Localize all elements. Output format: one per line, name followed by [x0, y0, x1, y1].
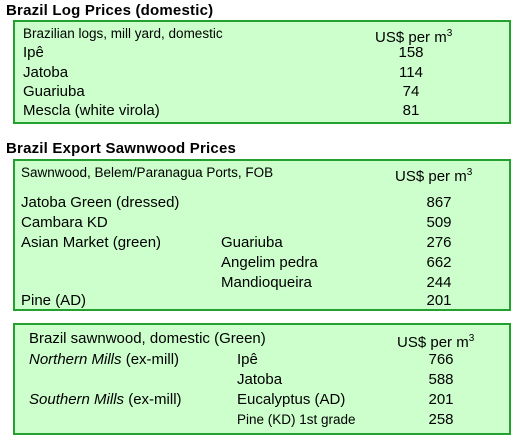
- table-row: Guariuba 74: [23, 82, 503, 102]
- row-label: Southern Mills (ex-mill): [29, 390, 182, 410]
- domestic-sawnwood-table: Brazil sawnwood, domestic (Green) US$ pe…: [13, 323, 511, 435]
- export-sawnwood-title: Brazil Export Sawnwood Prices: [6, 140, 237, 157]
- row-value: 509: [426, 214, 452, 231]
- table-row: Cambara KD 509: [21, 213, 501, 233]
- table-row: Southern Mills (ex-mill) Eucalyptus (AD)…: [29, 390, 499, 410]
- row-label: Jatoba: [23, 64, 69, 81]
- row-species: Mandioqueira: [221, 274, 312, 291]
- row-value: 662: [426, 254, 452, 271]
- table-row: Jatoba Green (dressed) 867: [21, 193, 501, 213]
- row-value: 201: [426, 292, 452, 309]
- unit-text: US$ per m: [375, 29, 447, 46]
- domestic-sawnwood-header: Brazil sawnwood, domestic (Green): [29, 330, 266, 347]
- mill-type: (ex-mill): [121, 351, 180, 368]
- row-value: 244: [426, 274, 452, 291]
- domestic-sawnwood-header-row: Brazil sawnwood, domestic (Green) US$ pe…: [29, 329, 499, 351]
- row-value: 766: [428, 351, 454, 368]
- row-label: Northern Mills (ex-mill): [29, 350, 179, 370]
- row-label: Guariuba: [23, 83, 85, 100]
- row-value: 258: [428, 411, 454, 428]
- row-label: Asian Market (green): [21, 234, 162, 251]
- mill-region: Southern Mills: [29, 391, 125, 408]
- row-value: 114: [399, 64, 423, 81]
- log-prices-title: Brazil Log Prices (domestic): [6, 2, 214, 19]
- row-species: Guariuba: [221, 234, 283, 251]
- row-species: Eucalyptus (AD): [237, 391, 346, 408]
- table-row: Ipê 158: [23, 43, 503, 63]
- unit-text: US$ per m: [395, 168, 467, 185]
- table-row: Northern Mills (ex-mill) Ipê 766: [29, 350, 499, 370]
- log-prices-header: Brazilian logs, mill yard, domestic: [23, 26, 223, 41]
- row-label: Mescla (white virola): [23, 102, 160, 119]
- mill-region: Northern Mills: [29, 351, 122, 368]
- log-prices-table: Brazilian logs, mill yard, domestic US$ …: [13, 20, 511, 124]
- row-value: 276: [426, 234, 452, 251]
- log-prices-header-row: Brazilian logs, mill yard, domestic US$ …: [23, 24, 503, 46]
- log-prices-unit: US$ per m3: [375, 24, 452, 48]
- row-label: Jatoba Green (dressed): [21, 194, 180, 211]
- export-sawnwood-header-row: Sawnwood, Belem/Paranagua Ports, FOB US$…: [21, 163, 501, 185]
- unit-superscript: 3: [446, 28, 453, 39]
- table-row: Mandioqueira 244: [21, 273, 501, 293]
- unit-superscript: 3: [466, 167, 473, 178]
- row-label: Ipê: [23, 44, 44, 61]
- table-row: Pine (AD) 201: [21, 291, 501, 311]
- table-row: Pine (KD) 1st grade 258: [29, 410, 499, 430]
- row-label: Cambara KD: [21, 214, 108, 231]
- mill-type: (ex-mill): [124, 391, 182, 408]
- table-row: Asian Market (green) Guariuba 276: [21, 233, 501, 253]
- table-row: Angelim pedra 662: [21, 253, 501, 273]
- row-value: 81: [402, 102, 420, 119]
- export-sawnwood-table: Sawnwood, Belem/Paranagua Ports, FOB US$…: [13, 159, 511, 311]
- export-sawnwood-unit: US$ per m3: [395, 163, 472, 187]
- table-row: Jatoba 588: [29, 370, 499, 390]
- row-species: Ipê: [237, 351, 258, 368]
- unit-superscript: 3: [468, 333, 475, 344]
- table-row: Jatoba 114: [23, 63, 503, 83]
- row-species: Jatoba: [237, 371, 283, 388]
- row-value: 201: [428, 391, 454, 408]
- row-species: Angelim pedra: [221, 254, 318, 271]
- domestic-sawnwood-unit: US$ per m3: [397, 329, 474, 353]
- table-row: Mescla (white virola) 81: [23, 101, 503, 121]
- row-value: 867: [426, 194, 452, 211]
- row-value: 158: [398, 44, 424, 61]
- row-label: Pine (AD): [21, 292, 87, 309]
- row-value: 74: [402, 83, 420, 100]
- unit-text: US$ per m: [397, 334, 469, 351]
- export-sawnwood-header: Sawnwood, Belem/Paranagua Ports, FOB: [21, 165, 274, 180]
- row-species: Pine (KD) 1st grade: [237, 412, 356, 427]
- row-value: 588: [428, 371, 454, 388]
